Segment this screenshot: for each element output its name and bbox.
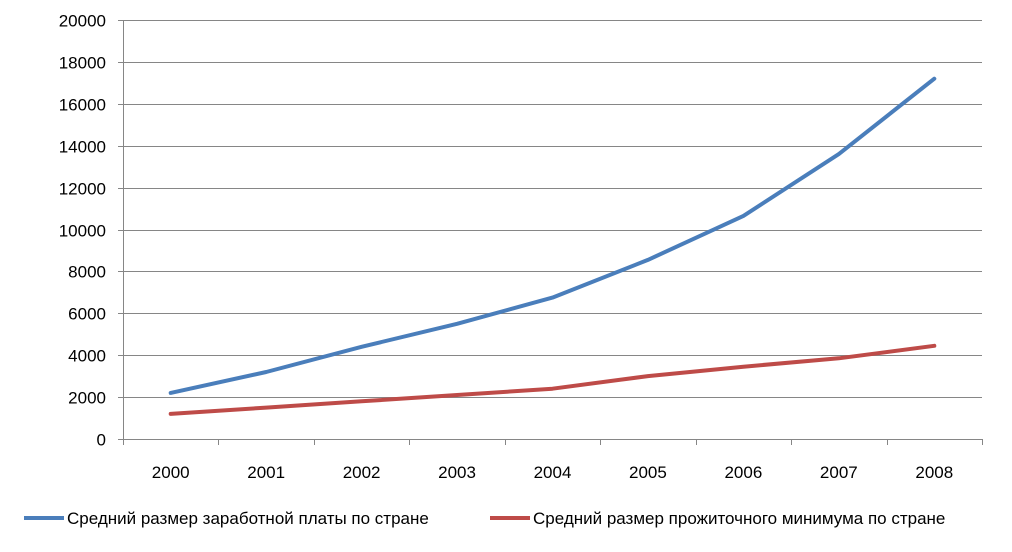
y-tick-label: 14000 bbox=[59, 138, 106, 157]
x-tick-label: 2001 bbox=[247, 463, 285, 482]
x-tick-label: 2002 bbox=[343, 463, 381, 482]
legend-label-1: Средний размер заработной платы по стран… bbox=[67, 509, 429, 528]
grid-layer bbox=[123, 20, 982, 398]
axis-layer: 0 2000 4000 6000 8000 10000 12000 14000 16000 180… bbox=[59, 12, 983, 482]
y-tick-label: 20000 bbox=[59, 12, 106, 31]
legend-label-2: Средний размер прожиточного минимума по … bbox=[533, 509, 945, 528]
x-tick-label: 2000 bbox=[152, 463, 190, 482]
series-line-1 bbox=[168, 76, 937, 395]
legend: Средний размер заработной платы по стран… bbox=[24, 509, 945, 528]
y-tick-label: 12000 bbox=[59, 180, 106, 199]
y-tick-label: 6000 bbox=[68, 305, 106, 324]
y-tick-label: 16000 bbox=[59, 96, 106, 115]
y-tick-label: 8000 bbox=[68, 263, 106, 282]
x-tick-label: 2005 bbox=[629, 463, 667, 482]
x-tick-label: 2006 bbox=[724, 463, 762, 482]
y-tick-label: 10000 bbox=[59, 222, 106, 241]
x-tick-label: 2007 bbox=[820, 463, 858, 482]
series-layer bbox=[168, 76, 937, 416]
y-tick-label: 2000 bbox=[68, 389, 106, 408]
y-tick-label: 18000 bbox=[59, 54, 106, 73]
y-tick-label: 0 bbox=[97, 431, 106, 450]
y-tick-label: 4000 bbox=[68, 347, 106, 366]
x-tick-label: 2004 bbox=[534, 463, 572, 482]
x-tick-label: 2008 bbox=[915, 463, 953, 482]
series-line-2 bbox=[168, 343, 937, 416]
x-tick-label: 2003 bbox=[438, 463, 476, 482]
